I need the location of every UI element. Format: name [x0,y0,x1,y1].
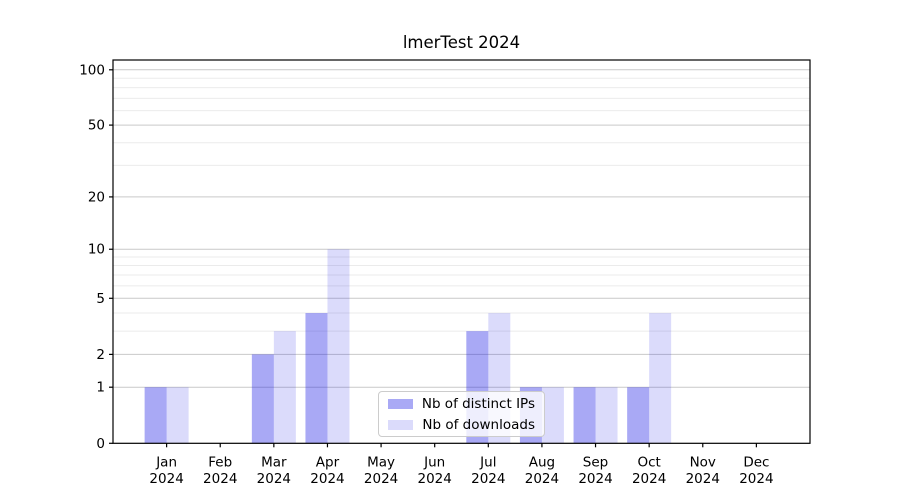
legend: Nb of distinct IPs Nb of downloads [378,391,545,437]
bar-distinct-ips [144,387,167,444]
y-tick-label: 50 [88,118,105,134]
y-tick-label: 10 [88,242,105,258]
bar-downloads [541,387,564,444]
y-tick-label: 5 [96,291,105,307]
bar-downloads [166,387,189,444]
x-tick-label-year: 2024 [364,471,398,487]
legend-item-downloads: Nb of downloads [388,417,535,433]
legend-item-distinct-ips: Nb of distinct IPs [388,396,535,412]
y-tick-label: 1 [96,380,105,396]
x-tick-label-month: Sep [583,454,608,470]
legend-label-downloads: Nb of downloads [422,416,535,433]
x-tick-label-month: Jun [423,454,445,470]
x-tick-label-year: 2024 [686,471,720,487]
y-tick-label: 2 [96,347,105,363]
x-tick-label-month: May [367,454,395,470]
bar-distinct-ips [251,354,274,444]
x-tick-label-year: 2024 [257,471,291,487]
bar-distinct-ips [305,313,328,444]
x-tick-label-month: Mar [261,454,287,470]
legend-swatch-distinct-ips-icon [388,398,413,409]
legend-swatch-downloads-icon [388,419,414,430]
bar-downloads [649,313,672,444]
plot-border [112,59,811,444]
y-tick-label: 100 [79,62,105,78]
bar-downloads [327,249,350,444]
x-tick-label-month: Nov [690,454,716,470]
bar-distinct-ips [627,387,650,444]
y-tick-label: 0 [96,436,105,452]
x-tick-label-month: Feb [208,454,232,470]
x-tick-label-year: 2024 [632,471,666,487]
x-tick-label-year: 2024 [471,471,505,487]
x-tick-label-year: 2024 [578,471,612,487]
y-tick-label: 20 [88,189,105,205]
x-tick-label-year: 2024 [310,471,344,487]
x-tick-label-month: Jul [479,454,496,470]
x-tick-label-year: 2024 [525,471,559,487]
x-tick-label-year: 2024 [739,471,773,487]
bar-downloads [595,387,618,444]
x-tick-label-year: 2024 [149,471,183,487]
x-tick-label-month: Apr [316,454,340,470]
bar-distinct-ips [573,387,596,444]
chart-title: lmerTest 2024 [402,33,521,52]
x-tick-label-month: Dec [743,454,769,470]
x-tick-label-month: Jan [155,454,177,470]
x-tick-label-month: Aug [529,454,555,470]
x-tick-label-year: 2024 [418,471,452,487]
legend-label-distinct-ips: Nb of distinct IPs [421,395,535,412]
x-tick-label-month: Oct [637,454,660,470]
bar-downloads [273,331,296,444]
x-tick-label-year: 2024 [203,471,237,487]
